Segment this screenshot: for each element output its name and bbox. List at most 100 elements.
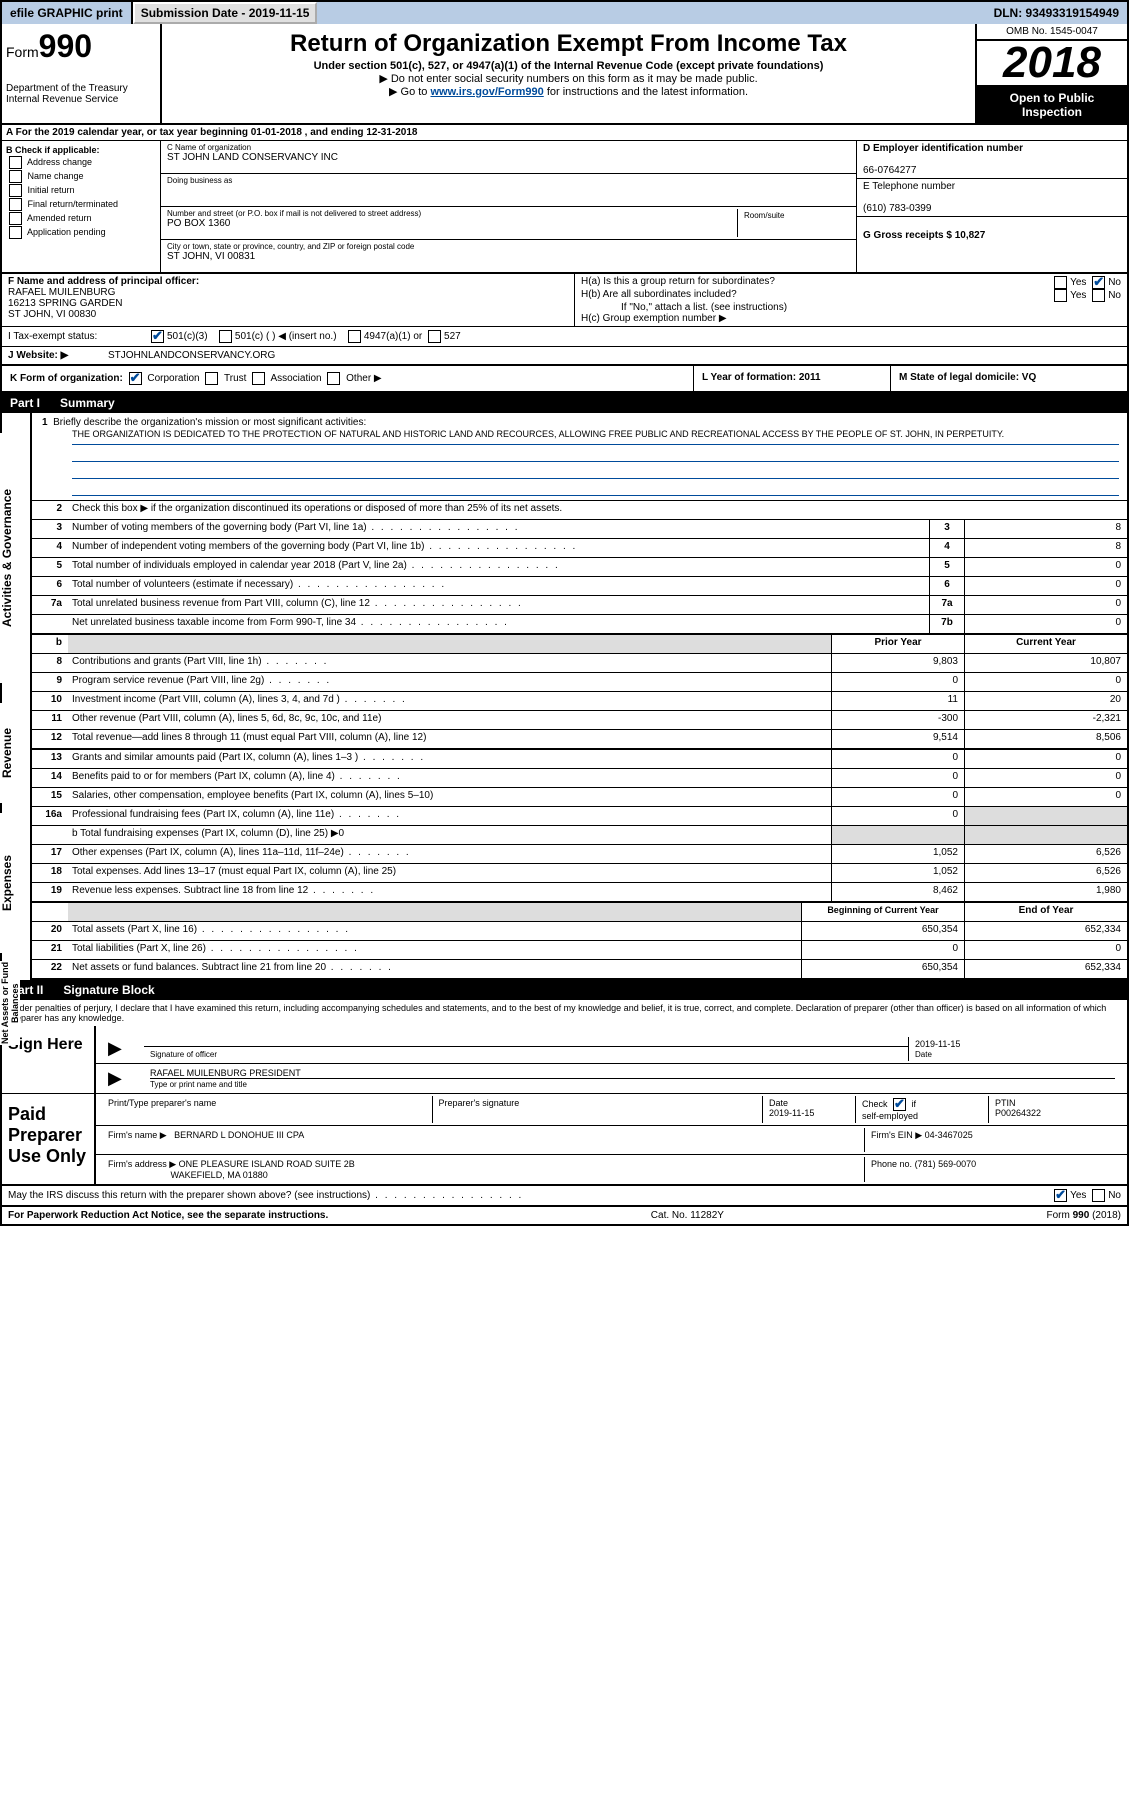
line-12: 12Total revenue—add lines 8 through 11 (… xyxy=(32,730,1127,750)
part2-header: Part II Signature Block xyxy=(2,980,1127,1000)
year-formation: L Year of formation: 2011 xyxy=(694,366,891,391)
column-c-org-info: C Name of organization ST JOHN LAND CONS… xyxy=(161,141,857,272)
cb-association[interactable] xyxy=(252,372,265,385)
cb-application-pending[interactable]: Application pending xyxy=(6,226,156,239)
website-value: STJOHNLANDCONSERVANCY.ORG xyxy=(108,350,275,361)
cb-discuss-yes[interactable] xyxy=(1054,1189,1067,1202)
telephone-value: (610) 783-0399 xyxy=(863,203,931,214)
efile-label: efile GRAPHIC print xyxy=(2,2,133,24)
cb-final-return[interactable]: Final return/terminated xyxy=(6,198,156,211)
city-state-zip: ST JOHN, VI 00831 xyxy=(167,251,850,262)
form-title: Return of Organization Exempt From Incom… xyxy=(168,30,969,58)
hb-label: H(b) Are all subordinates included? xyxy=(581,289,737,302)
line-14: 14Benefits paid to or for members (Part … xyxy=(32,769,1127,788)
irs-link[interactable]: www.irs.gov/Form990 xyxy=(430,86,543,98)
tax-exempt-status: I Tax-exempt status: 501(c)(3) 501(c) ( … xyxy=(2,327,1127,347)
cb-527[interactable] xyxy=(428,330,441,343)
footer-left: For Paperwork Reduction Act Notice, see … xyxy=(8,1210,328,1221)
may-discuss-row: May the IRS discuss this return with the… xyxy=(2,1186,1127,1206)
tax-year: 2018 xyxy=(977,41,1127,87)
open-to-public: Open to PublicInspection xyxy=(977,87,1127,123)
org-name: ST JOHN LAND CONSERVANCY INC xyxy=(167,152,850,163)
submission-date-button[interactable]: Submission Date - 2019-11-15 xyxy=(133,2,318,24)
cb-other[interactable] xyxy=(327,372,340,385)
street-cell: Number and street (or P.O. box if mail i… xyxy=(161,207,856,240)
row-a-tax-year: A For the 2019 calendar year, or tax yea… xyxy=(2,125,1127,141)
cb-amended[interactable]: Amended return xyxy=(6,212,156,225)
cb-501c3[interactable] xyxy=(151,330,164,343)
state-domicile: M State of legal domicile: VQ xyxy=(891,366,1127,391)
cb-501c[interactable] xyxy=(219,330,232,343)
dln-label: DLN: 93493319154949 xyxy=(986,2,1127,24)
column-b-checkboxes: B Check if applicable: Address change Na… xyxy=(2,141,161,272)
line-5: 5Total number of individuals employed in… xyxy=(32,558,1127,577)
vtab-governance: Activities & Governance xyxy=(0,433,14,683)
klm-row: K Form of organization: Corporation Trus… xyxy=(2,365,1127,393)
header-left: Form990 Department of the Treasury Inter… xyxy=(2,24,162,123)
cb-corporation[interactable] xyxy=(129,372,142,385)
street-address: PO BOX 1360 xyxy=(167,218,737,229)
city-cell: City or town, state or province, country… xyxy=(161,240,856,272)
form-header: Form990 Department of the Treasury Inter… xyxy=(2,24,1127,125)
line-17: 17Other expenses (Part IX, column (A), l… xyxy=(32,845,1127,864)
form-990-page: efile GRAPHIC print Submission Date - 20… xyxy=(0,0,1129,1226)
cb-4947[interactable] xyxy=(348,330,361,343)
telephone-cell: E Telephone number (610) 783-0399 xyxy=(857,179,1127,217)
prep-name-label: Print/Type preparer's name xyxy=(102,1096,433,1123)
line-15: 15Salaries, other compensation, employee… xyxy=(32,788,1127,807)
mission-text: THE ORGANIZATION IS DEDICATED TO THE PRO… xyxy=(72,428,1119,445)
footer: For Paperwork Reduction Act Notice, see … xyxy=(2,1206,1127,1224)
cb-name-change[interactable]: Name change xyxy=(6,170,156,183)
paid-preparer-label: Paid Preparer Use Only xyxy=(2,1094,96,1184)
prep-sig-label: Preparer's signature xyxy=(433,1096,764,1123)
org-name-cell: C Name of organization ST JOHN LAND CONS… xyxy=(161,141,856,174)
section-bcd: B Check if applicable: Address change Na… xyxy=(2,141,1127,274)
cb-initial-return[interactable]: Initial return xyxy=(6,184,156,197)
gross-receipts-cell: G Gross receipts $ 10,827 xyxy=(857,217,1127,249)
vtab-expenses: Expenses xyxy=(0,813,14,953)
self-employed-check: Check ifself-employed xyxy=(856,1096,989,1123)
mission-block: 1 1 Briefly describe the organization's … xyxy=(32,413,1127,501)
line-8: 8Contributions and grants (Part VIII, li… xyxy=(32,654,1127,673)
line-13: 13Grants and similar amounts paid (Part … xyxy=(32,750,1127,769)
line-6: 6Total number of volunteers (estimate if… xyxy=(32,577,1127,596)
begin-end-header: Beginning of Current Year End of Year xyxy=(32,903,1127,922)
prior-current-header: b Prior Year Current Year xyxy=(32,635,1127,654)
firm-address: ONE PLEASURE ISLAND ROAD SUITE 2B xyxy=(179,1159,355,1169)
firm-name: BERNARD L DONOHUE III CPA xyxy=(174,1130,304,1140)
dept-treasury: Department of the Treasury xyxy=(6,83,156,94)
summary-container: Activities & Governance Revenue Expenses… xyxy=(2,413,1127,980)
cb-address-change[interactable]: Address change xyxy=(6,156,156,169)
part1-header: Part I Summary xyxy=(2,393,1127,413)
line-11: 11Other revenue (Part VIII, column (A), … xyxy=(32,711,1127,730)
vtab-net-assets: Net Assets or Fund Balances xyxy=(0,961,20,1045)
cb-trust[interactable] xyxy=(205,372,218,385)
line-20: 20Total assets (Part X, line 16)650,3546… xyxy=(32,922,1127,941)
line-3: 3Number of voting members of the governi… xyxy=(32,520,1127,539)
hb-note: If "No," attach a list. (see instruction… xyxy=(581,302,1121,313)
officer-name-title: RAFAEL MUILENBURG PRESIDENT xyxy=(150,1068,301,1078)
line-18: 18Total expenses. Add lines 13–17 (must … xyxy=(32,864,1127,883)
footer-center: Cat. No. 11282Y xyxy=(651,1210,724,1221)
header-center: Return of Organization Exempt From Incom… xyxy=(162,24,977,123)
group-return: H(a) Is this a group return for subordin… xyxy=(575,274,1127,326)
line-7b: Net unrelated business taxable income fr… xyxy=(32,615,1127,635)
line-4: 4Number of independent voting members of… xyxy=(32,539,1127,558)
firm-ein: 04-3467025 xyxy=(925,1130,973,1140)
cb-discuss-no[interactable] xyxy=(1092,1189,1105,1202)
note-ssn: ▶ Do not enter social security numbers o… xyxy=(168,72,969,85)
section-fh: F Name and address of principal officer:… xyxy=(2,274,1127,327)
ha-label: H(a) Is this a group return for subordin… xyxy=(581,276,775,289)
line-19: 19Revenue less expenses. Subtract line 1… xyxy=(32,883,1127,903)
line-2: 2Check this box ▶ if the organization di… xyxy=(32,501,1127,520)
line-16a: 16aProfessional fundraising fees (Part I… xyxy=(32,807,1127,826)
line-21: 21Total liabilities (Part X, line 26)00 xyxy=(32,941,1127,960)
column-d-ein: D Employer identification number 66-0764… xyxy=(857,141,1127,272)
topbar-spacer xyxy=(317,2,985,24)
vtab-revenue: Revenue xyxy=(0,703,14,803)
line-10: 10Investment income (Part VIII, column (… xyxy=(32,692,1127,711)
sig-date-value: 2019-11-15 xyxy=(915,1039,960,1049)
paid-preparer-block: Paid Preparer Use Only Print/Type prepar… xyxy=(2,1094,1127,1186)
principal-officer: F Name and address of principal officer:… xyxy=(2,274,575,326)
hc-label: H(c) Group exemption number ▶ xyxy=(581,313,1121,324)
